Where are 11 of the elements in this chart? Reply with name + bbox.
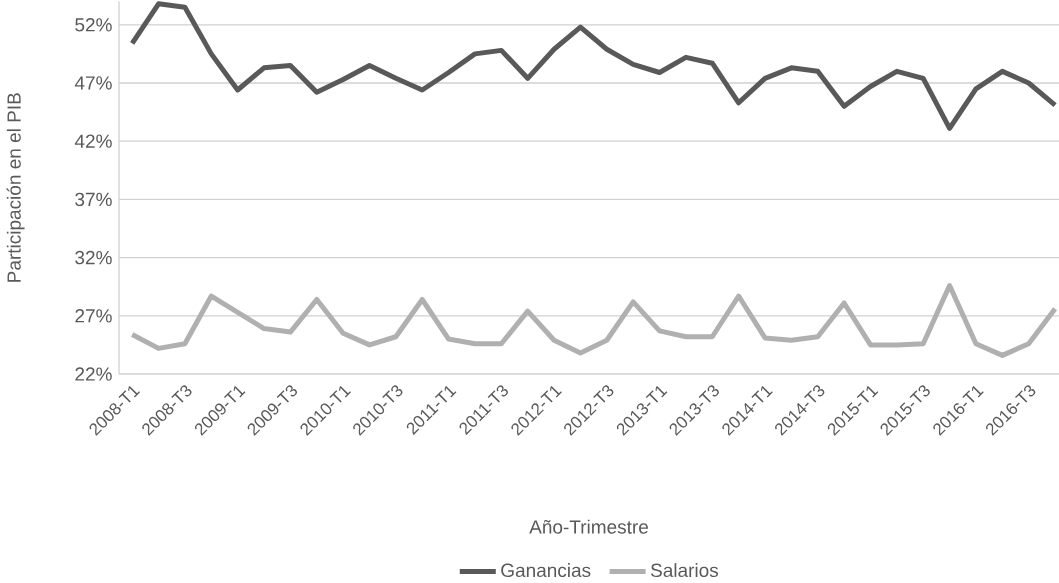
x-axis-title: Año-Trimestre xyxy=(529,519,648,534)
y-tick-label: 32% xyxy=(75,250,112,265)
y-tick-label: 52% xyxy=(75,18,112,32)
y-tick-label: 27% xyxy=(75,309,112,323)
y-tick-label: 22% xyxy=(75,367,112,381)
y-axis-title: Participación en el PIB xyxy=(6,93,25,282)
legend-label: Ganancias xyxy=(501,563,591,578)
y-tick-label: 47% xyxy=(74,76,112,90)
y-tick-label: 42% xyxy=(74,134,112,148)
legend-label: Salarios xyxy=(650,563,719,578)
y-tick-label: 37% xyxy=(75,192,112,207)
